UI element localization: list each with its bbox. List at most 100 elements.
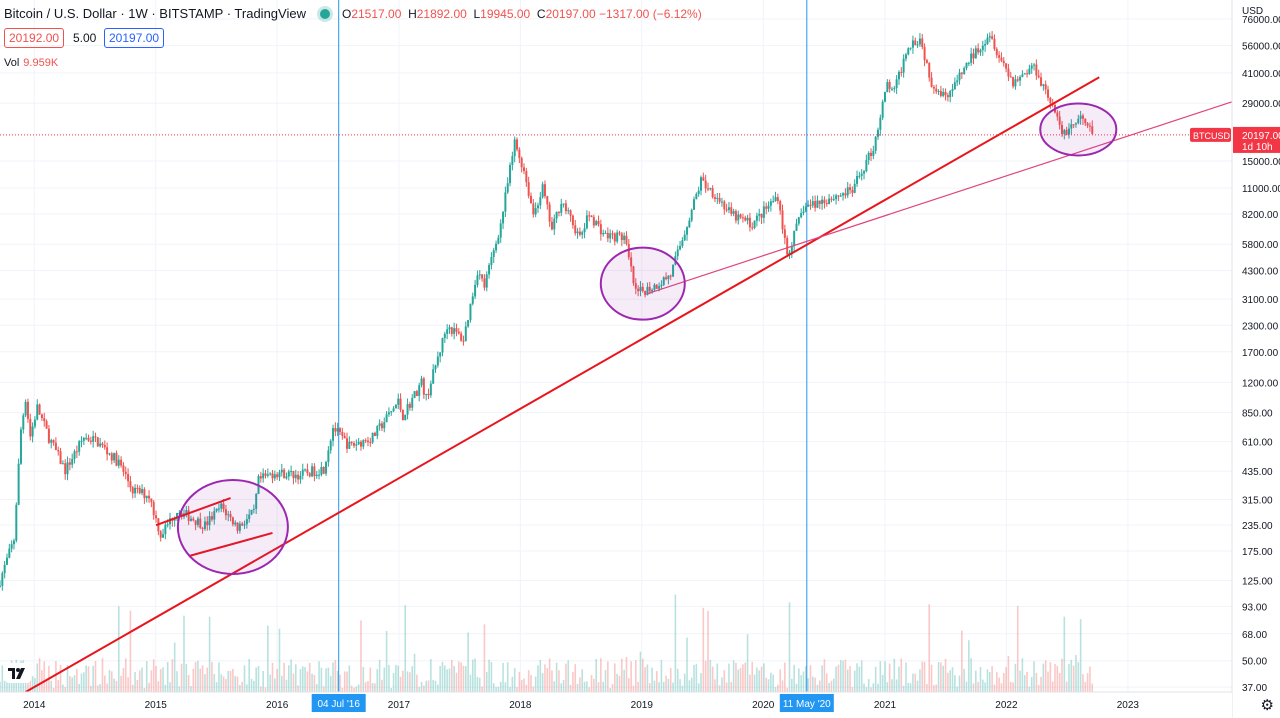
volume-bar bbox=[662, 681, 665, 692]
candle-body bbox=[995, 48, 998, 56]
volume-bar bbox=[52, 687, 55, 692]
candle-body bbox=[64, 463, 67, 475]
trendline-main[interactable] bbox=[25, 76, 1100, 693]
candle-body bbox=[720, 201, 723, 203]
volume-bar bbox=[1044, 660, 1047, 692]
candle-body bbox=[318, 474, 321, 476]
volume-bar bbox=[483, 624, 486, 692]
candle-body bbox=[637, 288, 640, 292]
candle-body bbox=[534, 208, 537, 215]
y-tick-label: 435.00 bbox=[1242, 467, 1273, 478]
candle-body bbox=[43, 418, 46, 422]
volume-bar bbox=[569, 684, 572, 692]
candle-body bbox=[278, 472, 281, 478]
volume-bar bbox=[926, 684, 928, 692]
highlight-circles[interactable] bbox=[176, 102, 1118, 576]
volume-bar bbox=[381, 679, 383, 692]
volume-bar bbox=[865, 687, 868, 692]
volume-bar bbox=[937, 662, 940, 692]
volume-bar bbox=[55, 660, 57, 692]
candle-body bbox=[781, 210, 784, 230]
tradingview-logo-icon[interactable] bbox=[5, 663, 31, 683]
highlight-circle[interactable] bbox=[1039, 102, 1118, 157]
candle-body bbox=[786, 237, 789, 255]
trendline-2015-segment[interactable] bbox=[155, 497, 231, 527]
ask-price-box[interactable]: 20197.00 bbox=[104, 28, 165, 48]
volume-bar bbox=[951, 667, 954, 692]
x-tick-label: 2019 bbox=[631, 700, 654, 711]
candle-body bbox=[217, 508, 220, 510]
candle-body bbox=[89, 440, 92, 442]
symbol-tag: BTCUSD bbox=[1193, 131, 1231, 141]
volume-bar bbox=[844, 659, 847, 692]
volume-bar bbox=[968, 640, 970, 692]
candle-body bbox=[851, 190, 854, 193]
bid-price-box[interactable]: 20192.00 bbox=[4, 28, 65, 48]
candle-body bbox=[585, 215, 588, 229]
volume-bar bbox=[441, 661, 444, 692]
x-tick-label: 2017 bbox=[388, 700, 411, 711]
volume-bar bbox=[590, 675, 593, 692]
volume-bar bbox=[390, 687, 393, 692]
volume-bar bbox=[714, 679, 716, 692]
volume-bar bbox=[509, 686, 511, 692]
volume-value: 9.959K bbox=[23, 57, 59, 69]
volume-bar bbox=[374, 683, 376, 692]
volume-bar bbox=[243, 665, 246, 692]
volume-bar bbox=[85, 665, 87, 692]
candle-body bbox=[865, 160, 868, 172]
candle-body bbox=[413, 391, 416, 398]
volume-bar bbox=[357, 684, 360, 692]
candle-body bbox=[143, 489, 146, 499]
candle-body bbox=[979, 50, 982, 53]
volume-bar bbox=[411, 666, 414, 692]
volume-bar bbox=[660, 660, 663, 692]
volume-bar bbox=[756, 667, 758, 692]
candle-body bbox=[897, 71, 900, 80]
volume-bar bbox=[248, 658, 250, 692]
volume-bar bbox=[462, 665, 465, 692]
volume-bar bbox=[1023, 675, 1026, 692]
volume-bar bbox=[623, 669, 625, 692]
candle-body bbox=[71, 458, 74, 465]
volume-bar bbox=[451, 659, 453, 692]
trendline-thin[interactable] bbox=[647, 108, 1209, 295]
candle-body bbox=[443, 333, 446, 339]
volume-bar bbox=[565, 663, 567, 692]
highlight-circle[interactable] bbox=[599, 246, 686, 321]
volume-bar bbox=[1042, 663, 1045, 692]
candle-body bbox=[427, 393, 430, 396]
volume-bar bbox=[1033, 661, 1035, 692]
symbol-title[interactable]: Bitcoin / U.S. Dollar · 1W · BITSTAMP · … bbox=[4, 6, 306, 21]
volume-bar bbox=[1040, 676, 1042, 692]
volume-bar bbox=[1, 665, 4, 692]
volume-bar bbox=[485, 671, 488, 692]
trendlines[interactable] bbox=[25, 76, 1233, 693]
candle-body bbox=[387, 412, 390, 415]
candle-body bbox=[457, 331, 460, 334]
last-price-label-bg bbox=[1233, 126, 1280, 153]
volume-bar bbox=[697, 683, 700, 692]
volume-bar bbox=[716, 663, 719, 692]
candle-body bbox=[930, 77, 933, 87]
candle-body bbox=[1074, 123, 1077, 125]
volume-bar bbox=[31, 676, 34, 692]
highlight-circle[interactable] bbox=[176, 479, 289, 576]
candle-body bbox=[760, 213, 763, 218]
volume-bar bbox=[208, 616, 211, 692]
candle-body bbox=[599, 224, 602, 235]
candle-body bbox=[1007, 68, 1010, 77]
trendline-2015-segment-2[interactable] bbox=[188, 531, 273, 558]
volume-bar bbox=[574, 664, 577, 692]
gear-icon[interactable]: ⚙ bbox=[1260, 697, 1274, 714]
candle-body bbox=[418, 385, 421, 396]
candle-body bbox=[1019, 76, 1022, 81]
volume-bars bbox=[0, 594, 1094, 692]
candle-body bbox=[623, 235, 626, 241]
candle-body bbox=[339, 428, 342, 432]
volume-bar bbox=[837, 664, 840, 692]
volume-bar bbox=[779, 669, 781, 692]
y-tick-label: 37.00 bbox=[1242, 683, 1267, 694]
candle-body bbox=[5, 557, 8, 565]
